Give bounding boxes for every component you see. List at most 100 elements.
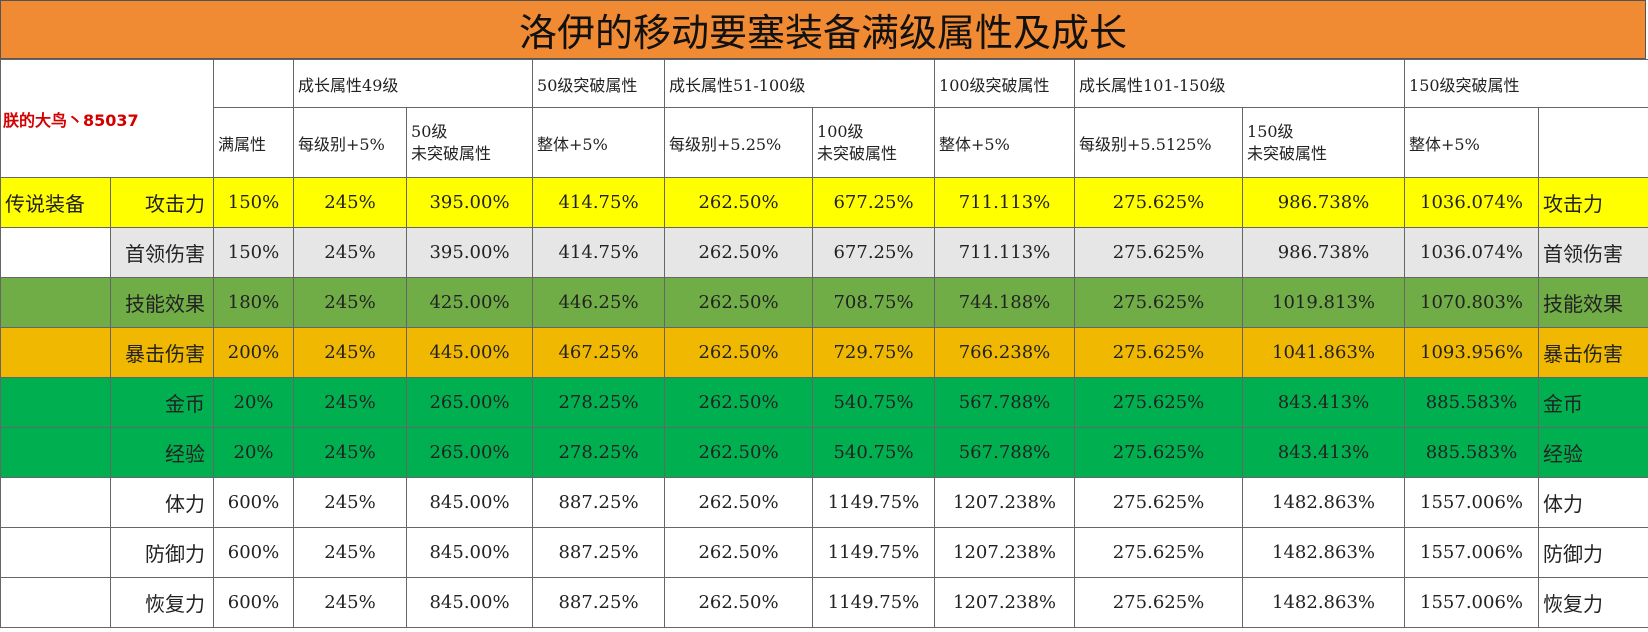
attribute-name-right: 攻击力: [1538, 177, 1648, 228]
value-cell: 843.413%: [1242, 427, 1406, 478]
value-cell: 262.50%: [664, 477, 814, 528]
value-cell: 278.25%: [532, 377, 666, 428]
value-cell: 986.738%: [1242, 227, 1406, 278]
value-cell: 1557.006%: [1404, 477, 1540, 528]
value-cell: 887.25%: [532, 577, 666, 628]
attribute-name-right: 金币: [1538, 377, 1648, 428]
attribute-table: 朕的大鸟丶85037 成长属性49级 50级突破属性 成长属性51-100级 1…: [0, 59, 1648, 628]
attribute-name-right: 技能效果: [1538, 277, 1648, 328]
value-cell: 744.188%: [934, 277, 1076, 328]
value-cell: 275.625%: [1074, 377, 1244, 428]
value-cell: 1557.006%: [1404, 577, 1540, 628]
value-cell: 245%: [293, 277, 408, 328]
value-cell: 414.75%: [532, 227, 666, 278]
value-cell: 600%: [213, 527, 295, 578]
attribute-name-right: 经验: [1538, 427, 1648, 478]
category-cell: [0, 227, 111, 278]
value-cell: 20%: [213, 427, 295, 478]
header-blank-right: [1538, 107, 1648, 178]
attribute-name-right: 恢复力: [1538, 577, 1648, 628]
value-cell: 845.00%: [406, 577, 534, 628]
attribute-name: 暴击伤害: [109, 327, 215, 378]
attribute-name: 恢复力: [109, 577, 215, 628]
value-cell: 567.788%: [934, 427, 1076, 478]
value-cell: 1149.75%: [812, 527, 936, 578]
value-cell: 1036.074%: [1404, 177, 1540, 228]
value-cell: 150%: [213, 227, 295, 278]
value-cell: 262.50%: [664, 327, 814, 378]
attribute-name: 首领伤害: [109, 227, 215, 278]
attribute-name-right: 暴击伤害: [1538, 327, 1648, 378]
header-full-attr: 满属性: [213, 107, 295, 178]
value-cell: 245%: [293, 427, 408, 478]
attribute-name: 攻击力: [109, 177, 215, 228]
table-row: 暴击伤害 200% 245% 445.00% 467.25% 262.50% 729.75%…: [0, 327, 1648, 378]
category-cell: [0, 577, 111, 628]
value-cell: 245%: [293, 377, 408, 428]
value-cell: 278.25%: [532, 427, 666, 478]
value-cell: 1482.863%: [1242, 577, 1406, 628]
value-cell: 446.25%: [532, 277, 666, 328]
value-cell: 1482.863%: [1242, 477, 1406, 528]
value-cell: 262.50%: [664, 527, 814, 578]
value-cell: 200%: [213, 327, 295, 378]
header-lv100-unbroken: 100级 未突破属性: [812, 107, 936, 178]
table-row: 传说装备 攻击力 150% 245% 395.00% 414.75% 262.50% 677.…: [0, 177, 1648, 228]
value-cell: 887.25%: [532, 527, 666, 578]
value-cell: 986.738%: [1242, 177, 1406, 228]
table-row: 金币 20% 245% 265.00% 278.25% 262.50% 540.75% 567…: [0, 377, 1648, 428]
table-row: 恢复力 600% 245% 845.00% 887.25% 262.50% 1149.75%…: [0, 577, 1648, 628]
value-cell: 275.625%: [1074, 277, 1244, 328]
value-cell: 262.50%: [664, 577, 814, 628]
value-cell: 1557.006%: [1404, 527, 1540, 578]
attribute-name: 技能效果: [109, 277, 215, 328]
table-row: 防御力 600% 245% 845.00% 887.25% 262.50% 1149.75%…: [0, 527, 1648, 578]
attribute-name: 体力: [109, 477, 215, 528]
value-cell: 1019.813%: [1242, 277, 1406, 328]
sheet-title: 洛伊的移动要塞装备满级属性及成长: [0, 0, 1646, 59]
value-cell: 567.788%: [934, 377, 1076, 428]
value-cell: 395.00%: [406, 177, 534, 228]
value-cell: 275.625%: [1074, 577, 1244, 628]
value-cell: 467.25%: [532, 327, 666, 378]
header-per-level-55125: 每级别+5.5125%: [1074, 107, 1244, 178]
value-cell: 729.75%: [812, 327, 936, 378]
value-cell: 1036.074%: [1404, 227, 1540, 278]
header-growth-51-100: 成长属性51-100级: [664, 59, 936, 108]
attribute-name-right: 体力: [1538, 477, 1648, 528]
category-cell: [0, 527, 111, 578]
value-cell: 262.50%: [664, 377, 814, 428]
header-row-top: 朕的大鸟丶85037 成长属性49级 50级突破属性 成长属性51-100级 1…: [0, 59, 1648, 178]
category-cell: [0, 277, 111, 328]
value-cell: 711.113%: [934, 227, 1076, 278]
value-cell: 262.50%: [664, 277, 814, 328]
value-cell: 150%: [213, 177, 295, 228]
value-cell: 540.75%: [812, 427, 936, 478]
header-blank: [213, 59, 295, 108]
value-cell: 600%: [213, 577, 295, 628]
value-cell: 845.00%: [406, 527, 534, 578]
value-cell: 262.50%: [664, 427, 814, 478]
value-cell: 1093.956%: [1404, 327, 1540, 378]
header-growth-101-150: 成长属性101-150级: [1074, 59, 1406, 108]
header-per-level-525: 每级别+5.25%: [664, 107, 814, 178]
value-cell: 1149.75%: [812, 577, 936, 628]
attribute-name: 防御力: [109, 527, 215, 578]
value-cell: 885.583%: [1404, 427, 1540, 478]
attribute-name: 经验: [109, 427, 215, 478]
value-cell: 275.625%: [1074, 427, 1244, 478]
value-cell: 262.50%: [664, 227, 814, 278]
value-cell: 445.00%: [406, 327, 534, 378]
attribute-name: 金币: [109, 377, 215, 428]
value-cell: 275.625%: [1074, 327, 1244, 378]
header-per-level-5: 每级别+5%: [293, 107, 408, 178]
category-cell: [0, 477, 111, 528]
value-cell: 1041.863%: [1242, 327, 1406, 378]
value-cell: 245%: [293, 227, 408, 278]
value-cell: 1070.803%: [1404, 277, 1540, 328]
value-cell: 245%: [293, 577, 408, 628]
value-cell: 414.75%: [532, 177, 666, 228]
header-overall-5-a: 整体+5%: [532, 107, 666, 178]
value-cell: 245%: [293, 327, 408, 378]
